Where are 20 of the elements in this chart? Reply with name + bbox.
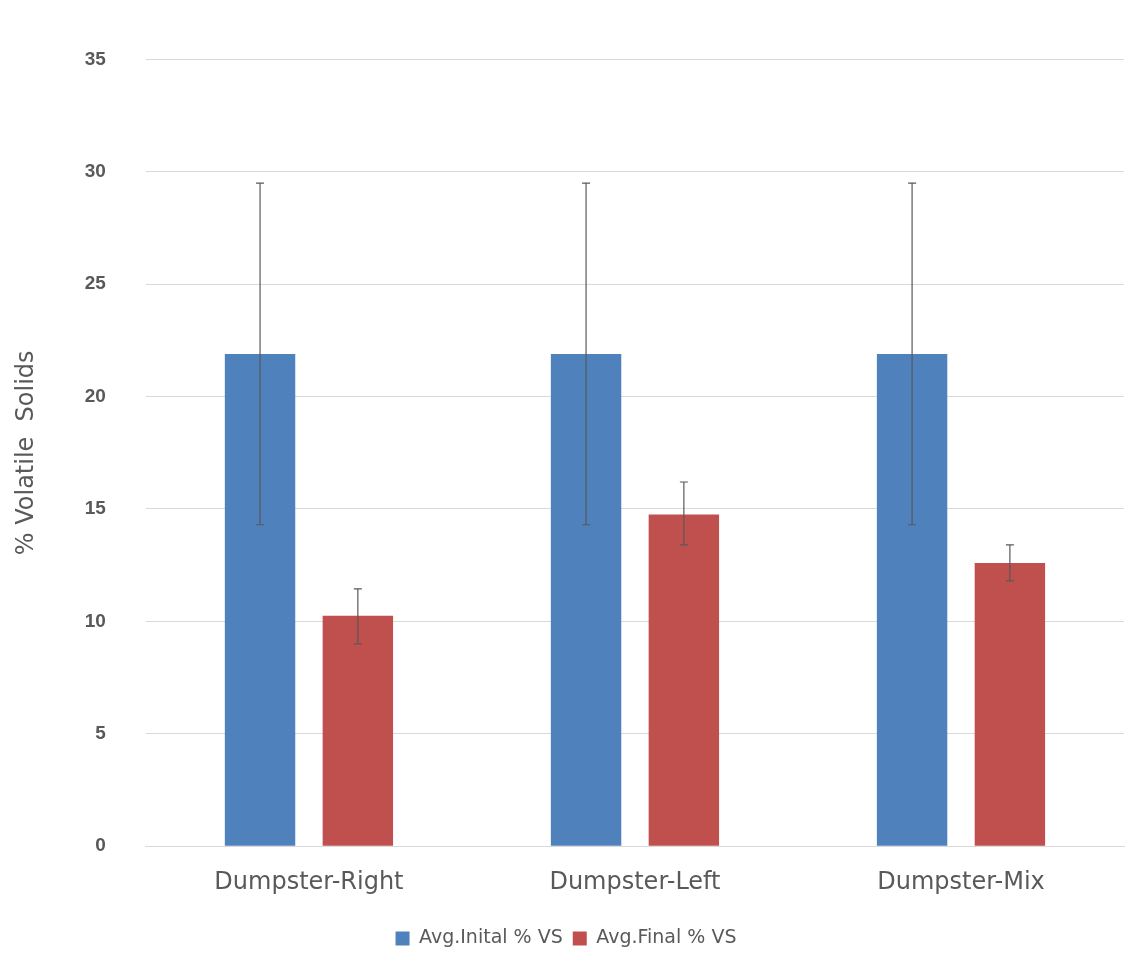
y-tick-label: 5 (95, 722, 107, 744)
y-axis-title: % Volatile Solids (10, 350, 39, 556)
bar (322, 615, 394, 846)
bar (648, 514, 720, 846)
y-tick-label: 15 (84, 497, 107, 519)
y-tick-label: 25 (84, 272, 107, 294)
x-tick-label: Dumpster-Mix (877, 866, 1045, 895)
legend-label: Avg.Final % VS (596, 925, 737, 948)
bar (224, 353, 296, 846)
y-tick-label: 30 (84, 160, 106, 182)
x-tick-label: Dumpster-Right (214, 866, 404, 895)
y-tick-label: 35 (84, 47, 107, 69)
bar (550, 353, 622, 846)
bar (974, 562, 1046, 846)
x-tick-label: Dumpster-Left (549, 866, 721, 895)
y-tick-label: 0 (95, 834, 106, 856)
legend-label: Avg.Inital % VS (419, 925, 563, 948)
bar (876, 353, 948, 846)
y-tick-label: 20 (84, 384, 106, 406)
y-tick-label: 10 (84, 609, 106, 631)
